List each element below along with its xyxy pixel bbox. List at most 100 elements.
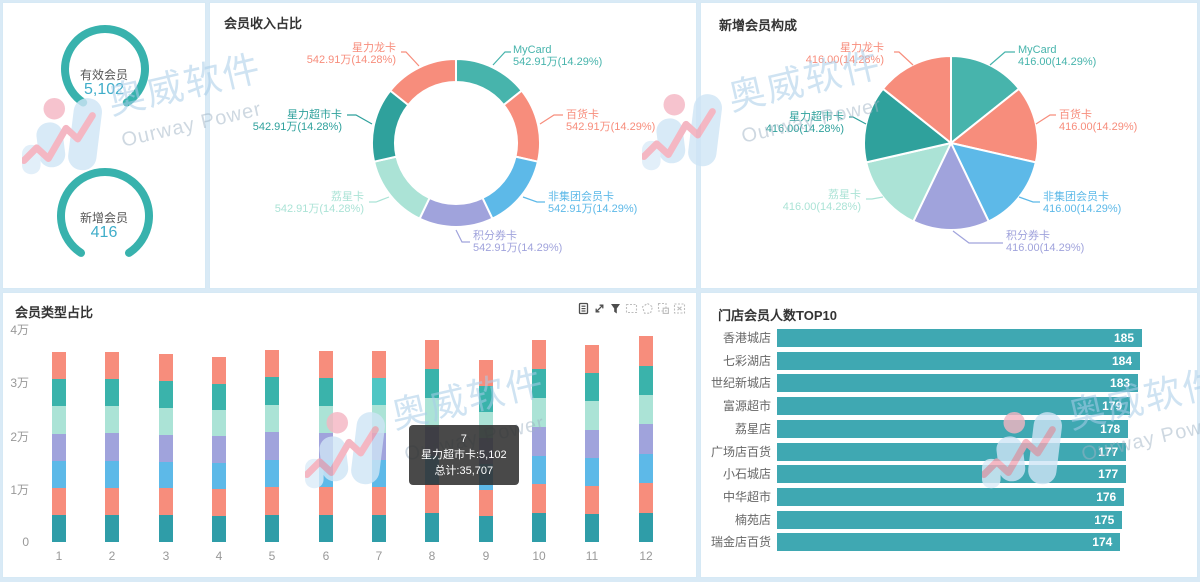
stacked-bar-segment-荔星卡[interactable] <box>319 405 333 433</box>
stacked-bar-segment-积分券卡[interactable] <box>265 432 279 460</box>
new-members-pie-slice-百货卡[interactable] <box>948 87 1039 164</box>
brush-clear-icon[interactable] <box>673 302 686 315</box>
stacked-bar-segment-星力龙卡[interactable] <box>639 336 653 366</box>
stacked-bar-segment-百货卡[interactable] <box>265 487 279 515</box>
stacked-bar-segment-积分券卡[interactable] <box>105 433 119 461</box>
stacked-bar-segment-星力龙卡[interactable] <box>105 351 119 380</box>
filter-icon[interactable] <box>609 302 622 315</box>
top10-bar[interactable]: 175 <box>777 510 1123 529</box>
stacked-bar-segment-星力超市卡[interactable] <box>425 369 439 399</box>
restore-icon[interactable] <box>593 302 606 315</box>
stacked-bar-segment-非集团会员卡[interactable] <box>52 460 66 488</box>
stacked-bar-segment-百货卡[interactable] <box>372 487 386 515</box>
stacked-bar-segment-星力超市卡[interactable] <box>319 378 333 406</box>
stacked-bar-segment-积分券卡[interactable] <box>319 432 333 461</box>
stacked-bar-segment-非集团会员卡[interactable] <box>372 459 386 488</box>
new-members-pie-slice-荔星卡[interactable] <box>865 141 953 223</box>
stacked-bar-segment-星力超市卡[interactable] <box>532 369 546 399</box>
top10-bar[interactable]: 183 <box>777 374 1139 393</box>
stacked-bar-segment-荔星卡[interactable] <box>265 404 279 433</box>
stacked-bar-segment-MyCard[interactable] <box>639 512 653 542</box>
stacked-bar-segment-星力龙卡[interactable] <box>585 345 599 374</box>
stacked-bar-segment-积分券卡[interactable] <box>159 434 173 462</box>
stacked-bar-segment-荔星卡[interactable] <box>212 410 226 437</box>
revenue-donut-slice-星力龙卡[interactable] <box>388 57 457 107</box>
stacked-bar-segment-荔星卡[interactable] <box>159 408 173 435</box>
stacked-bar-segment-MyCard[interactable] <box>212 515 226 542</box>
stacked-bar-segment-星力超市卡[interactable] <box>639 365 653 395</box>
stacked-bar-segment-积分券卡[interactable] <box>639 424 653 454</box>
top10-bar[interactable]: 178 <box>777 419 1129 438</box>
revenue-donut-slice-非集团会员卡[interactable] <box>481 155 540 221</box>
stacked-bar-segment-MyCard[interactable] <box>585 513 599 542</box>
stacked-bar-segment-百货卡[interactable] <box>425 484 439 514</box>
top10-bar[interactable]: 185 <box>777 329 1142 347</box>
stacked-bar-segment-荔星卡[interactable] <box>532 398 546 427</box>
stacked-bar-segment-MyCard[interactable] <box>319 514 333 542</box>
stacked-bar-segment-百货卡[interactable] <box>105 487 119 515</box>
stacked-bar-segment-星力龙卡[interactable] <box>265 349 279 378</box>
stacked-bar-segment-荔星卡[interactable] <box>372 405 386 433</box>
stacked-bar-segment-星力龙卡[interactable] <box>52 352 66 380</box>
brush-keep-icon[interactable] <box>657 302 670 315</box>
stacked-bar-segment-星力龙卡[interactable] <box>532 340 546 370</box>
stacked-bar-segment-MyCard[interactable] <box>105 514 119 542</box>
stacked-bar-segment-荔星卡[interactable] <box>105 406 119 434</box>
stacked-bar-segment-MyCard[interactable] <box>52 514 66 542</box>
top10-bar[interactable]: 177 <box>777 465 1127 484</box>
stacked-bar-segment-星力龙卡[interactable] <box>372 350 386 378</box>
stacked-bar-segment-星力龙卡[interactable] <box>479 360 493 387</box>
top10-bar[interactable]: 184 <box>777 351 1141 370</box>
stacked-bar-segment-MyCard[interactable] <box>265 514 279 542</box>
revenue-donut-slice-积分券卡[interactable] <box>418 196 494 228</box>
top10-bar[interactable]: 174 <box>777 533 1121 552</box>
stacked-bar-segment-星力超市卡[interactable] <box>372 377 386 406</box>
stacked-bar-segment-星力超市卡[interactable] <box>265 377 279 405</box>
stacked-bar-segment-非集团会员卡[interactable] <box>212 462 226 490</box>
top10-bar[interactable]: 177 <box>777 442 1127 461</box>
stacked-bar-segment-百货卡[interactable] <box>639 483 653 513</box>
brush-polygon-icon[interactable] <box>641 302 654 315</box>
stacked-bar-segment-星力超市卡[interactable] <box>159 381 173 408</box>
stacked-bar-segment-荔星卡[interactable] <box>585 401 599 430</box>
stacked-bar-segment-百货卡[interactable] <box>532 484 546 514</box>
stacked-bar-segment-非集团会员卡[interactable] <box>585 457 599 486</box>
stacked-bar-segment-星力超市卡[interactable] <box>212 383 226 411</box>
new-members-pie-slice-星力超市卡[interactable] <box>863 87 954 164</box>
stacked-bar-segment-非集团会员卡[interactable] <box>532 455 546 485</box>
stacked-bar-segment-积分券卡[interactable] <box>372 432 386 460</box>
stacked-bar-segment-星力龙卡[interactable] <box>319 351 333 379</box>
stacked-bar-segment-非集团会员卡[interactable] <box>159 461 173 489</box>
new-members-pie-slice-MyCard[interactable] <box>950 54 1021 146</box>
revenue-donut-slice-百货卡[interactable] <box>502 89 541 163</box>
stacked-bar-segment-星力龙卡[interactable] <box>425 340 439 370</box>
top10-bar[interactable]: 176 <box>777 487 1125 506</box>
stacked-bar-segment-百货卡[interactable] <box>319 487 333 515</box>
stacked-bar-segment-星力超市卡[interactable] <box>105 379 119 407</box>
stacked-bar-segment-百货卡[interactable] <box>585 485 599 514</box>
stacked-bar-segment-百货卡[interactable] <box>52 487 66 515</box>
stacked-bar-segment-荔星卡[interactable] <box>52 406 66 434</box>
stacked-bar-segment-MyCard[interactable] <box>372 514 386 542</box>
stacked-bar-segment-百货卡[interactable] <box>212 489 226 516</box>
stacked-bar-segment-积分券卡[interactable] <box>585 429 599 458</box>
stacked-bar-segment-百货卡[interactable] <box>479 490 493 517</box>
new-members-pie-slice-星力龙卡[interactable] <box>881 54 952 146</box>
stacked-bar-segment-荔星卡[interactable] <box>639 394 653 425</box>
stacked-bar-segment-百货卡[interactable] <box>159 488 173 516</box>
stacked-bar-segment-非集团会员卡[interactable] <box>639 453 653 484</box>
stacked-bar-segment-MyCard[interactable] <box>425 513 439 542</box>
stacked-bar-segment-非集团会员卡[interactable] <box>319 460 333 488</box>
stacked-bar-segment-非集团会员卡[interactable] <box>265 459 279 488</box>
top10-bar[interactable]: 179 <box>777 397 1131 416</box>
data-view-icon[interactable] <box>577 302 590 315</box>
stacked-bar-segment-MyCard[interactable] <box>532 513 546 542</box>
stacked-bar-segment-积分券卡[interactable] <box>52 433 66 461</box>
stacked-bar-segment-MyCard[interactable] <box>159 515 173 542</box>
new-members-pie-slice-积分券卡[interactable] <box>911 140 991 231</box>
stacked-bar-segment-星力超市卡[interactable] <box>52 379 66 407</box>
stacked-bar-segment-星力龙卡[interactable] <box>159 354 173 382</box>
brush-rect-icon[interactable] <box>625 302 638 315</box>
stacked-bar-segment-积分券卡[interactable] <box>212 436 226 463</box>
stacked-bar-segment-非集团会员卡[interactable] <box>105 460 119 488</box>
